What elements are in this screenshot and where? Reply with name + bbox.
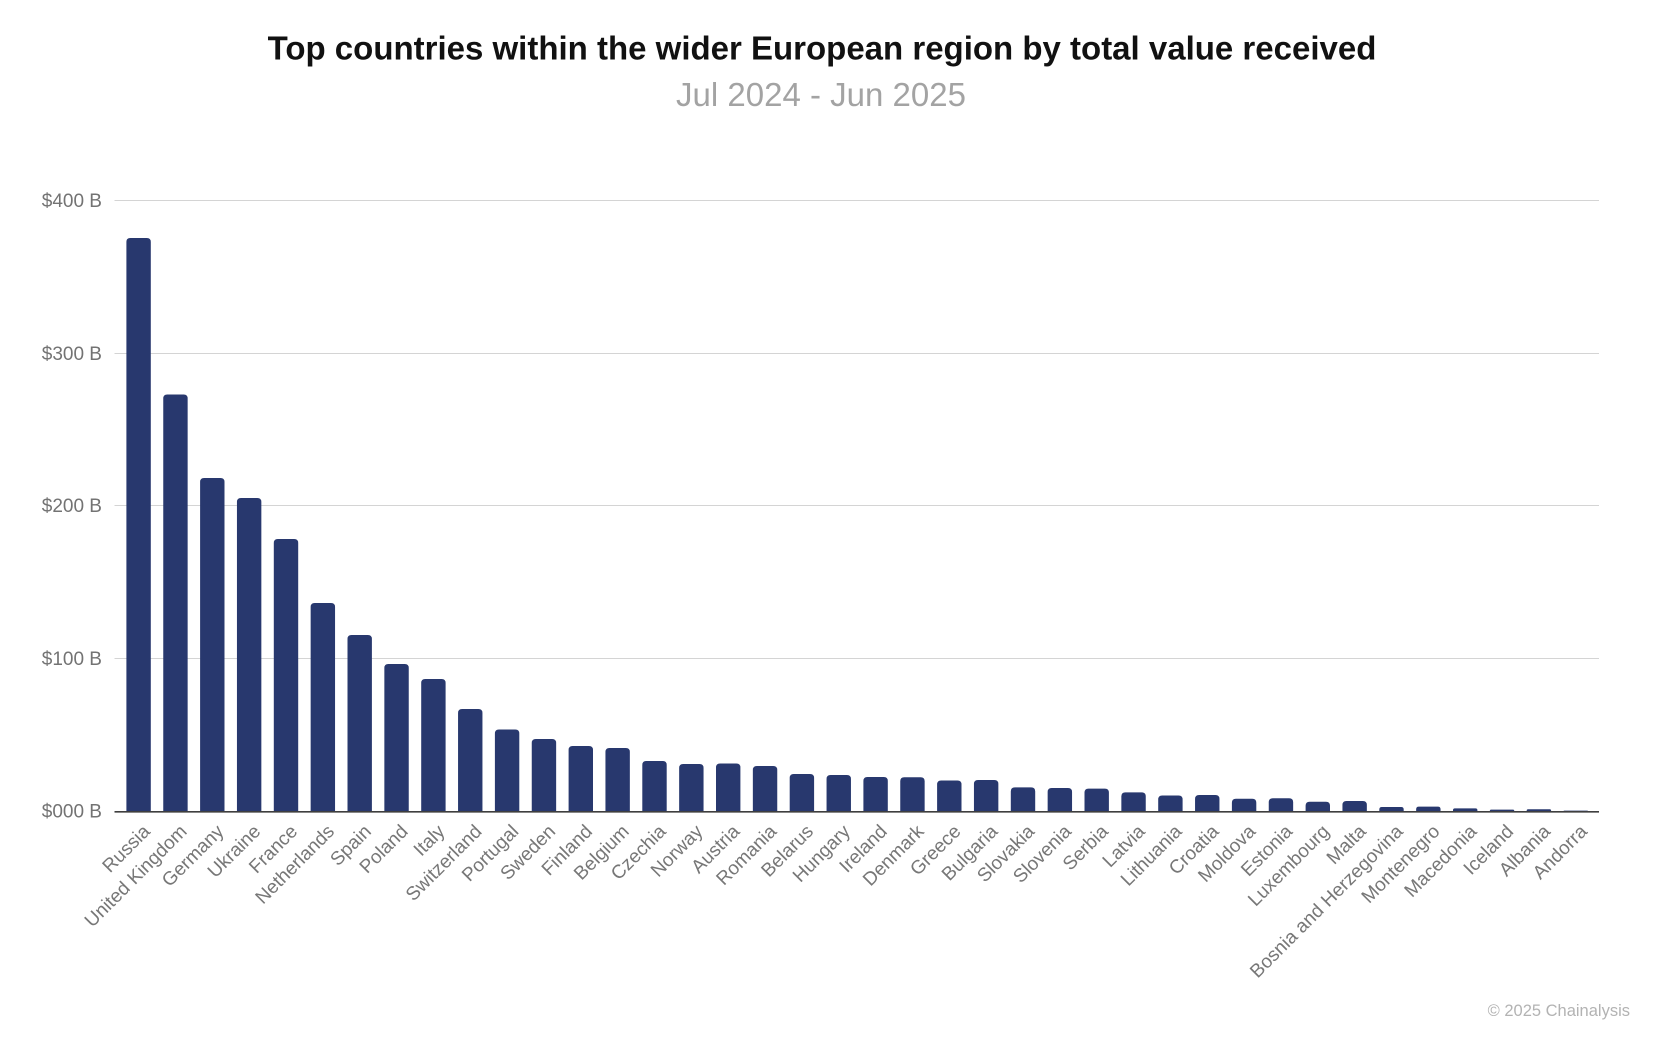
svg-text:Jul 2024 - Jun 2025: Jul 2024 - Jun 2025 — [676, 76, 966, 113]
svg-text:Top countries within the wider: Top countries within the wider European … — [268, 30, 1377, 67]
svg-text:$200 B: $200 B — [42, 496, 102, 517]
svg-text:$000 B: $000 B — [42, 802, 102, 823]
svg-text:$300 B: $300 B — [42, 344, 102, 365]
svg-text:© 2025 Chainalysis: © 2025 Chainalysis — [1488, 1002, 1630, 1020]
svg-text:$400 B: $400 B — [42, 191, 102, 212]
svg-text:$100 B: $100 B — [42, 649, 102, 670]
